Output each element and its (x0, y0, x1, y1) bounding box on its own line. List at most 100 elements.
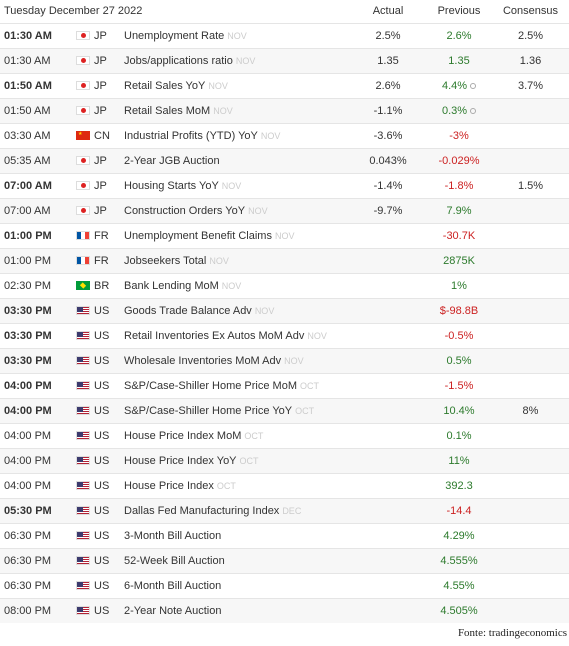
table-row[interactable]: 01:50 AM JP Retail Sales YoY NOV 2.6% 4.4% 3.7… (0, 73, 569, 98)
consensus-column-header[interactable]: Consensus (502, 5, 559, 18)
event-name-link[interactable]: 6-Month Bill Auction (124, 579, 222, 592)
event-name-link[interactable]: Jobs/applications ratio (124, 54, 233, 67)
table-row[interactable]: 03:30 AM CN Industrial Profits (YTD) YoYNO… (0, 123, 569, 148)
table-row[interactable]: 06:30 PM US 6-Month Bill Auction 4.55% (0, 573, 569, 598)
country-flag-icon (76, 230, 90, 240)
reference-period: NOV (235, 55, 256, 66)
table-row[interactable]: 02:30 PM BR Bank Lending MoM NOV 1% (0, 273, 569, 298)
table-row[interactable]: 03:30 PM US Retail Inventories Ex Autos Mo… (0, 323, 569, 348)
previous-column-header[interactable]: Previous (437, 5, 481, 18)
previous-cell: 4.505% (426, 598, 492, 623)
previous-cell: 4.29% (426, 523, 492, 548)
table-row[interactable]: 04:00 PM US S&P/Case-Shiller Home Price Yo… (0, 398, 569, 423)
event-name-link[interactable]: Construction Orders YoY (124, 204, 246, 217)
table-row[interactable]: 08:00 PM US 2-Year Note Auction 4.505% (0, 598, 569, 623)
table-row[interactable]: 07:00 AM JP Construction Orders YoY NOV -9.7… (0, 198, 569, 223)
actual-value: 1.35 (377, 54, 399, 67)
previous-value: 0.1% (446, 429, 472, 442)
event-name-link[interactable]: Unemployment Benefit Claims (124, 229, 272, 242)
table-row[interactable]: 07:00 AM JP Housing Starts YoY NOV -1.4% -1.8… (0, 173, 569, 198)
event-time: 08:00 PM (4, 604, 52, 617)
previous-value: -0.029% (438, 154, 480, 167)
consensus-value (492, 573, 569, 598)
previous-cell: -1.5% (426, 373, 492, 398)
revised-icon[interactable] (470, 82, 477, 89)
event-name-link[interactable]: Goods Trade Balance Adv (124, 304, 252, 317)
event-name-link[interactable]: Housing Starts YoY (124, 179, 219, 192)
previous-value: 4.505% (440, 604, 478, 617)
previous-value: 4.4% (441, 79, 468, 92)
table-row[interactable]: 04:00 PM US House Price Index MoM OCT 0.1% (0, 423, 569, 448)
country-cell: US (73, 548, 124, 573)
country-cell: US (73, 473, 124, 498)
country-cell: JP (73, 23, 124, 48)
actual-column-header[interactable]: Actual (372, 5, 404, 18)
actual-value (350, 248, 426, 273)
country-flag-icon (76, 130, 90, 140)
table-row[interactable]: 05:30 PM US Dallas Fed Manufacturing Index… (0, 498, 569, 523)
event-name-link[interactable]: 2-Year Note Auction (124, 604, 222, 617)
country-cell: JP (73, 148, 124, 173)
table-row[interactable]: 04:00 PM US S&P/Case-Shiller Home Price Mo… (0, 373, 569, 398)
actual-value (350, 223, 426, 248)
table-row[interactable]: 05:35 AM JP 2-Year JGB Auction 0.043% -0.029… (0, 148, 569, 173)
event-time: 01:00 PM (4, 229, 52, 242)
table-row[interactable]: 01:30 AM JP Unemployment Rate NOV 2.5% 2.6% 2.… (0, 23, 569, 48)
event-name-link[interactable]: Retail Inventories Ex Autos MoM Adv (124, 329, 305, 342)
table-row[interactable]: 01:30 AM JP Jobs/applications ratio NOV 1.35… (0, 48, 569, 73)
event-name-link[interactable]: Bank Lending MoM (124, 279, 219, 292)
reference-period: NOV (260, 130, 281, 141)
revised-icon[interactable] (470, 107, 477, 114)
table-row[interactable]: 06:30 PM US 3-Month Bill Auction 4.29% (0, 523, 569, 548)
event-name-link[interactable]: Dallas Fed Manufacturing Index (124, 504, 280, 517)
previous-cell: 10.4% (426, 398, 492, 423)
reference-period: DEC (282, 505, 302, 516)
reference-period: OCT (295, 405, 315, 416)
reference-period: NOV (213, 105, 233, 116)
event-cell: Jobs/applications ratio NOV (124, 48, 350, 73)
event-name-link[interactable]: House Price Index YoY (124, 454, 237, 467)
previous-cell: 0.3% (426, 98, 492, 123)
event-cell: Industrial Profits (YTD) YoY NOV (124, 123, 350, 148)
country-code: BR (94, 279, 110, 292)
event-name-link[interactable]: Jobseekers Total (124, 254, 207, 267)
event-name-link[interactable]: House Price Index MoM (124, 429, 242, 442)
event-name-link[interactable]: S&P/Case-Shiller Home Price YoY (124, 404, 293, 417)
event-name-link[interactable]: S&P/Case-Shiller Home Price MoM (124, 379, 297, 392)
country-code: JP (94, 79, 107, 92)
table-row[interactable]: 04:00 PM US House Price Index OCT 392.3 (0, 473, 569, 498)
table-row[interactable]: 01:00 PM FR Jobseekers Total NOV 2875K (0, 248, 569, 273)
table-row[interactable]: 06:30 PM US 52-Week Bill Auction 4.555% (0, 548, 569, 573)
event-cell: Goods Trade Balance Adv NOV (124, 298, 350, 323)
event-time: 06:30 PM (4, 579, 52, 592)
country-code: US (94, 304, 110, 317)
country-flag-icon (76, 255, 90, 265)
event-name-link[interactable]: 3-Month Bill Auction (124, 529, 222, 542)
country-cell: US (73, 523, 124, 548)
event-name-link[interactable]: 2-Year JGB Auction (124, 154, 220, 167)
event-cell: Wholesale Inventories MoM Adv NOV (124, 348, 350, 373)
event-name-link[interactable]: Retail Sales MoM (124, 104, 211, 117)
event-cell: House Price Index OCT (124, 473, 350, 498)
event-name-link[interactable]: Unemployment Rate (124, 29, 225, 42)
event-name-link[interactable]: Wholesale Inventories MoM Adv (124, 354, 282, 367)
table-row[interactable]: 03:30 PM US Wholesale Inventories MoM Adv N… (0, 348, 569, 373)
table-row[interactable]: 04:00 PM US House Price Index YoY OCT 11% (0, 448, 569, 473)
table-row[interactable]: 01:00 PM FR Unemployment Benefit Claims NOV… (0, 223, 569, 248)
previous-value: -3% (449, 129, 469, 142)
table-row[interactable]: 01:50 AM JP Retail Sales MoM NOV -1.1% 0.3% (0, 98, 569, 123)
previous-cell: 392.3 (426, 473, 492, 498)
event-time: 07:00 AM (4, 179, 52, 192)
consensus-value (492, 323, 569, 348)
country-cell: JP (73, 48, 124, 73)
consensus-value (492, 248, 569, 273)
event-time: 01:50 AM (4, 104, 51, 117)
event-name-link[interactable]: 52-Week Bill Auction (124, 554, 225, 567)
event-name-link[interactable]: House Price Index (124, 479, 214, 492)
actual-value (350, 548, 426, 573)
table-row[interactable]: 03:30 PM US Goods Trade Balance Adv NOV $-98… (0, 298, 569, 323)
event-name-link[interactable]: Industrial Profits (YTD) YoY (124, 129, 258, 142)
event-name-link[interactable]: Retail Sales YoY (124, 79, 206, 92)
consensus-value (492, 198, 569, 223)
country-cell: US (73, 298, 124, 323)
